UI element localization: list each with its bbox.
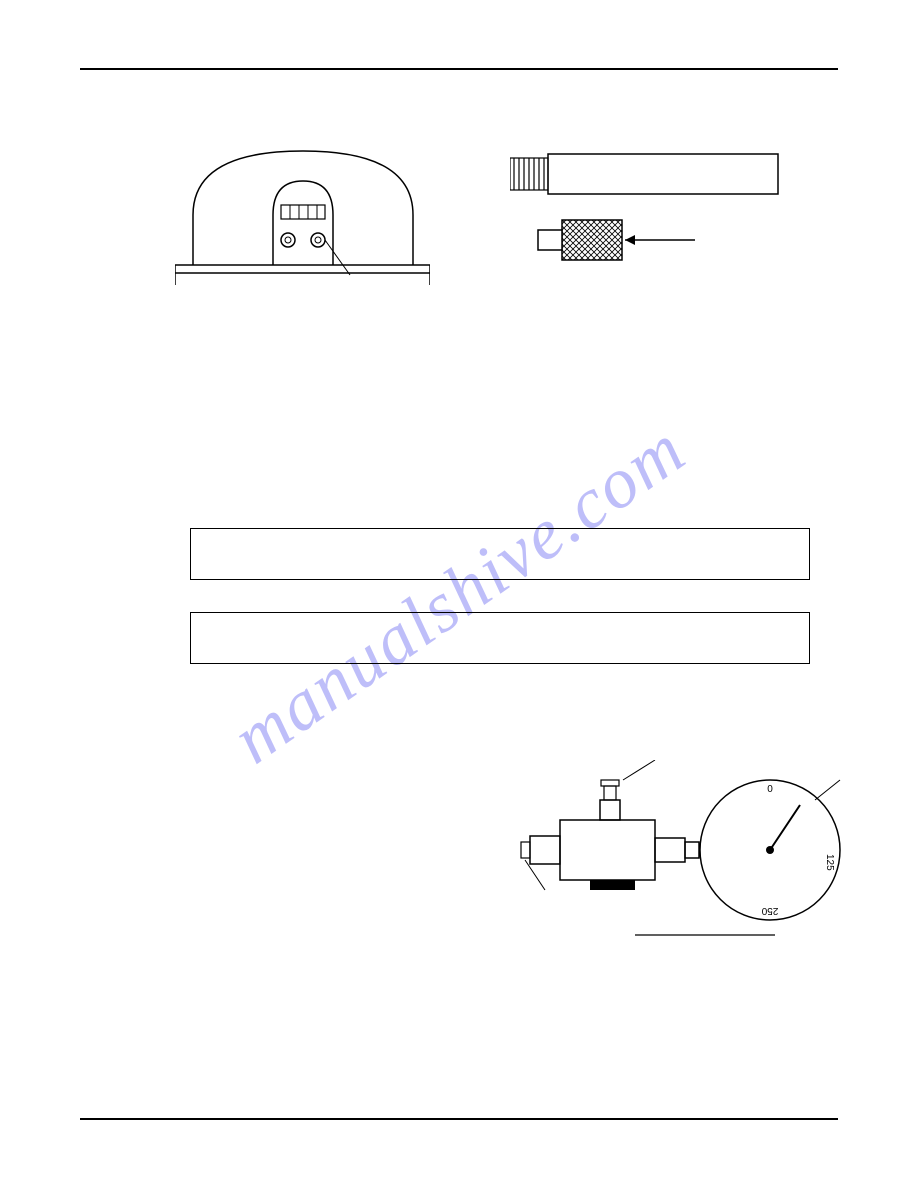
figure-gauge-assembly: 0 125 250 <box>515 760 845 950</box>
content-box-2 <box>190 612 810 664</box>
content-box-1 <box>190 528 810 580</box>
bottom-horizontal-rule <box>80 1118 838 1120</box>
top-horizontal-rule <box>80 68 838 70</box>
dial-label-125: 125 <box>824 854 835 871</box>
watermark-text: manualshive.com <box>217 407 700 780</box>
dial-label-250: 250 <box>761 905 778 916</box>
figure-meter-dome <box>175 145 430 285</box>
figure-cartridge-bushing <box>510 150 800 290</box>
dial-label-0: 0 <box>767 784 773 795</box>
